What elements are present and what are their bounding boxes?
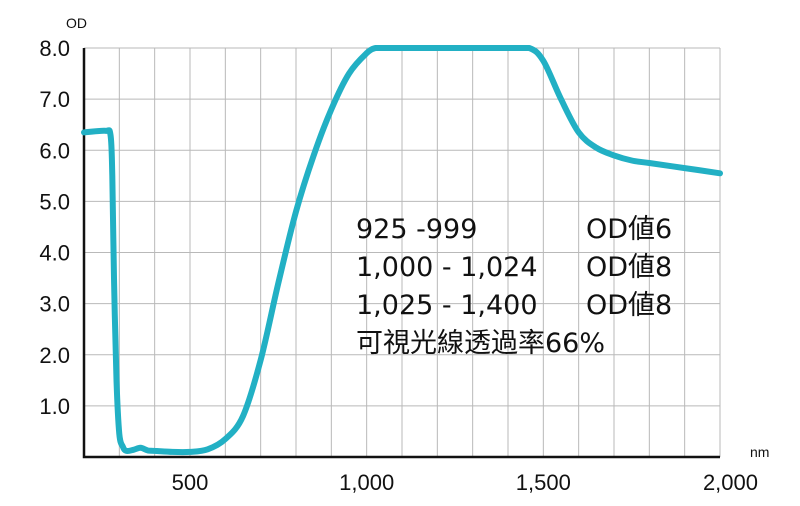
y-tick-label: 4.0 (39, 241, 70, 266)
y-tick-label: 5.0 (39, 189, 70, 214)
y-tick-label: 6.0 (39, 138, 70, 163)
annotation-od-3: OD値8 (586, 290, 672, 321)
x-tick-label: 2,000 (703, 470, 758, 495)
y-axis-unit-label: OD (66, 15, 87, 31)
axes (82, 48, 720, 459)
x-tick-label: 500 (172, 470, 209, 495)
y-tick-label: 8.0 (39, 36, 70, 61)
y-tick-label: 7.0 (39, 87, 70, 112)
annotation-range-3: 1,025 - 1,400 (356, 290, 538, 321)
axis-lines (82, 48, 720, 459)
annotation-od-1: OD値6 (586, 214, 672, 245)
y-tick-label: 2.0 (39, 343, 70, 368)
x-tick-label: 1,000 (339, 470, 394, 495)
x-axis-unit-label: nm (750, 444, 769, 460)
y-tick-label: 1.0 (39, 394, 70, 419)
annotation-od-2: OD値8 (586, 252, 672, 283)
y-tick-label: 3.0 (39, 292, 70, 317)
transmittance-text: 可視光線透過率66% (356, 328, 605, 359)
od-curve-line (81, 44, 723, 456)
annotation-block: 925 -999 OD値6 1,000 - 1,024 OD値8 1,025 -… (356, 214, 672, 359)
annotation-range-1: 925 -999 (356, 214, 477, 245)
annotation-range-2: 1,000 - 1,024 (356, 252, 538, 283)
x-tick-label: 1,500 (516, 470, 571, 495)
grid (84, 47, 721, 457)
tick-labels: 1.0 2.0 3.0 4.0 5.0 6.0 7.0 8.0 500 1,000 1,500 2,0… (39, 36, 758, 495)
